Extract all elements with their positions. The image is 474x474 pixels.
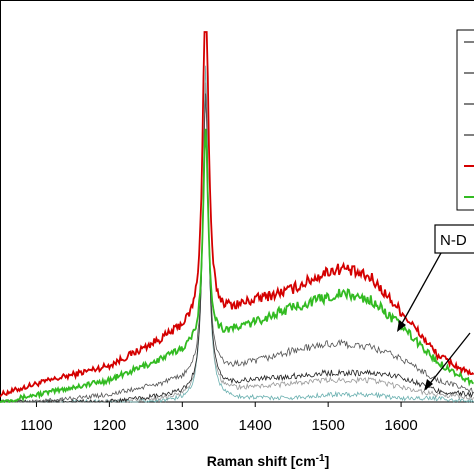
x-tick-label: 1200 bbox=[93, 417, 126, 434]
right-arrow-head bbox=[424, 379, 433, 391]
series-line bbox=[0, 128, 474, 404]
callout-arrow-head bbox=[397, 320, 406, 332]
x-tick-label: 1600 bbox=[384, 417, 417, 434]
series-line bbox=[0, 31, 474, 398]
x-tick-label: 1300 bbox=[166, 417, 199, 434]
right-arrow-line bbox=[427, 332, 471, 387]
x-tick-label: 1500 bbox=[311, 417, 344, 434]
x-axis-title: Raman shift [cm-1] bbox=[207, 453, 330, 469]
x-tick-label: 1100 bbox=[20, 417, 52, 434]
series-layer bbox=[0, 31, 474, 404]
series-line bbox=[0, 94, 474, 404]
x-tick-label: 1400 bbox=[239, 417, 272, 434]
callout-text: N-D bbox=[440, 232, 467, 249]
series-line bbox=[0, 82, 474, 403]
series-line bbox=[0, 65, 474, 403]
legend-box bbox=[456, 29, 474, 211]
series-line bbox=[0, 93, 474, 404]
callout-arrow-line bbox=[399, 252, 442, 328]
plot-area: 1100 1200 1300 1400 1500 1600 bbox=[0, 0, 474, 434]
callout-right-arrow bbox=[424, 332, 471, 391]
x-ticks: 1100 1200 1300 1400 1500 1600 bbox=[20, 402, 418, 434]
callout-n-d: N-D bbox=[397, 224, 474, 332]
callout-box bbox=[434, 224, 474, 254]
legend bbox=[456, 29, 474, 211]
legend-entries bbox=[464, 41, 474, 198]
